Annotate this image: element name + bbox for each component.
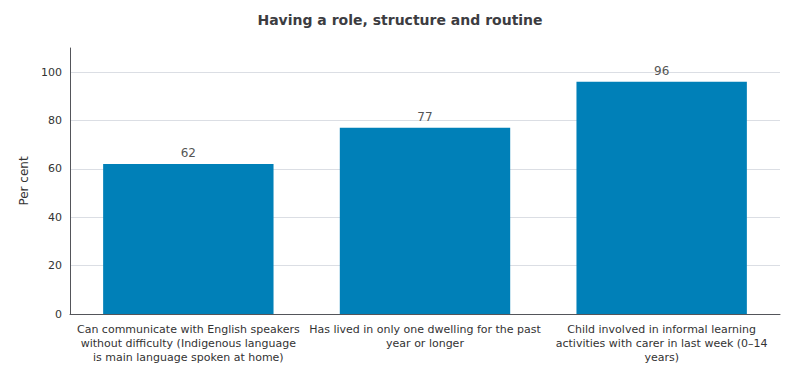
svg-text:is main language spoken at hom: is main language spoken at home) bbox=[93, 351, 284, 364]
svg-text:0: 0 bbox=[55, 308, 62, 321]
svg-text:100: 100 bbox=[41, 66, 62, 79]
svg-text:Having a role, structure and r: Having a role, structure and routine bbox=[257, 12, 542, 28]
svg-text:77: 77 bbox=[417, 110, 432, 124]
svg-text:years): years) bbox=[644, 351, 679, 364]
svg-text:62: 62 bbox=[181, 146, 196, 160]
svg-text:Has lived in only one dwelling: Has lived in only one dwelling for the p… bbox=[309, 323, 541, 336]
svg-text:96: 96 bbox=[654, 64, 669, 78]
svg-text:year or longer: year or longer bbox=[386, 337, 464, 350]
svg-text:60: 60 bbox=[48, 162, 62, 175]
svg-text:Can communicate with English s: Can communicate with English speakers bbox=[77, 323, 300, 336]
svg-text:activities with carer in last: activities with carer in last week (0–14 bbox=[556, 337, 768, 350]
svg-text:Per cent: Per cent bbox=[17, 156, 31, 206]
svg-text:without difficulty (Indigenous: without difficulty (Indigenous language bbox=[81, 337, 297, 350]
svg-text:20: 20 bbox=[48, 259, 62, 272]
svg-text:40: 40 bbox=[48, 211, 62, 224]
svg-text:80: 80 bbox=[48, 114, 62, 127]
svg-text:Child involved in informal lea: Child involved in informal learning bbox=[567, 323, 756, 336]
